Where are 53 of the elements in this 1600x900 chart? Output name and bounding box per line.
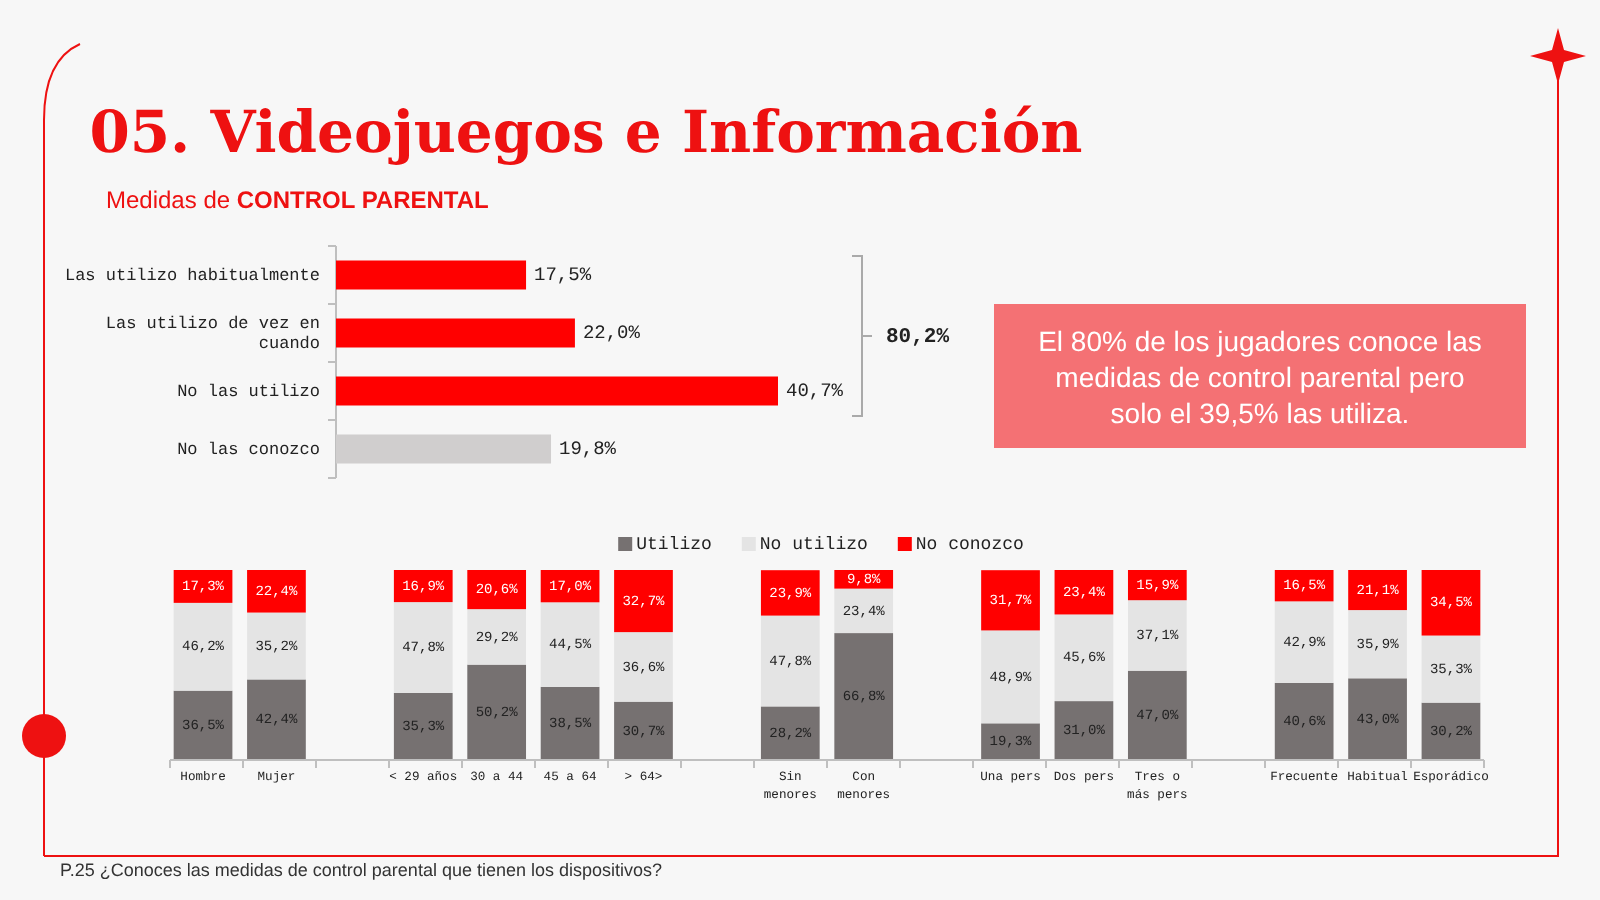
bar [760,615,820,707]
chart-title: 05. Videojuegos e Información [89,98,1083,166]
bar [760,706,820,760]
bar [467,664,527,760]
bar [1127,600,1187,671]
legend-label: No utilizo [759,534,868,555]
legend-label: Utilizo [636,534,712,555]
bar [614,701,673,760]
y-tick-label: Las utilizo habitualmente [64,265,320,286]
bar [614,570,673,633]
bar [1348,610,1407,679]
bar [981,630,1040,724]
bar [173,690,233,760]
bar [1054,701,1114,760]
data-label: 22,0% [582,322,641,345]
y-tick-label: No las utilizo [177,381,320,402]
bar [1274,601,1334,683]
bar [336,260,527,290]
legend-label: No conozco [915,534,1024,555]
data-label: 17,5% [534,264,592,287]
bar [393,602,453,693]
bar [336,318,575,348]
text: El 80% de los jugadores conoce las medidas de control parental pero solo el 39,5% las utiliza. [1038,325,1482,430]
bar [1054,614,1114,702]
y-tick-label: No las conozco [177,439,320,460]
bar [247,612,306,680]
bar [247,679,306,760]
bar [614,632,673,702]
y-tick-label: Las utilizo de vez en cuando [105,313,320,354]
bar [467,609,527,665]
bar [336,376,778,406]
bar [540,602,600,687]
bar [393,692,453,760]
bar [1274,682,1334,760]
bar [981,570,1040,631]
data-label: 40,7% [786,380,844,403]
bar [336,434,552,464]
bar [1421,702,1481,760]
bar [173,602,233,691]
bar [1348,570,1407,611]
bar [760,570,820,616]
bar [540,686,600,760]
bar [1348,678,1407,760]
bar [1421,570,1481,636]
bar [1127,670,1187,760]
text: P.25 ¿Conoces las medidas de control parental que tienen los dispositivos? [60,860,663,880]
data-label: 19,8% [559,438,617,461]
text: 80,2% [886,325,951,350]
bar [834,588,894,634]
bar [1421,635,1481,703]
bar [834,633,894,760]
bar [247,570,306,613]
chart-subtitle: Medidas de CONTROL PARENTAL [106,186,489,214]
